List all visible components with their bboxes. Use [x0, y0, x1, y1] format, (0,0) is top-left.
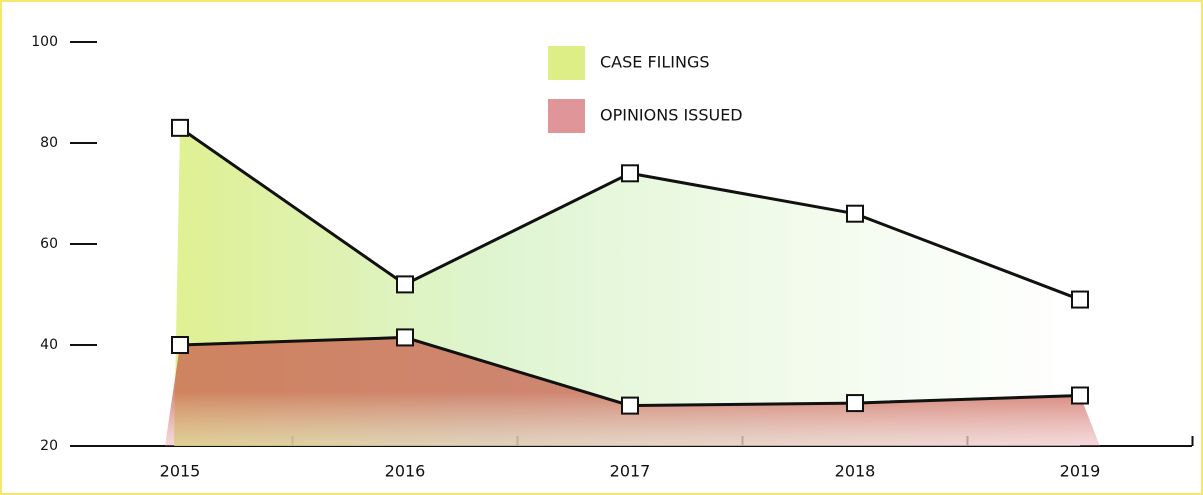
legend-label: CASE FILINGS: [600, 53, 710, 72]
y-tick-label: 100: [31, 34, 58, 50]
area: [165, 337, 1100, 446]
marker: [1071, 290, 1089, 309]
x-tick-label: 2015: [160, 462, 201, 481]
x-tick-label: 2016: [385, 462, 426, 481]
y-tick-label: 40: [40, 337, 58, 353]
x-tick-label: 2018: [835, 462, 876, 481]
legend-label: OPINIONS ISSUED: [600, 106, 743, 125]
marker: [171, 118, 189, 137]
marker: [396, 275, 414, 294]
marker: [846, 204, 864, 223]
marker: [1071, 386, 1089, 405]
x-tick-label: 2017: [610, 462, 651, 481]
x-tick-label: 2019: [1060, 462, 1101, 481]
y-tick-label: 20: [40, 438, 58, 454]
marker: [621, 396, 639, 415]
legend-swatch: [548, 46, 585, 80]
marker: [621, 164, 639, 183]
y-tick-label: 80: [40, 135, 58, 151]
marker: [846, 394, 864, 413]
marker: [171, 336, 189, 354]
legend-swatch: [548, 99, 585, 133]
marker: [396, 328, 414, 347]
y-tick-label: 60: [40, 236, 58, 252]
